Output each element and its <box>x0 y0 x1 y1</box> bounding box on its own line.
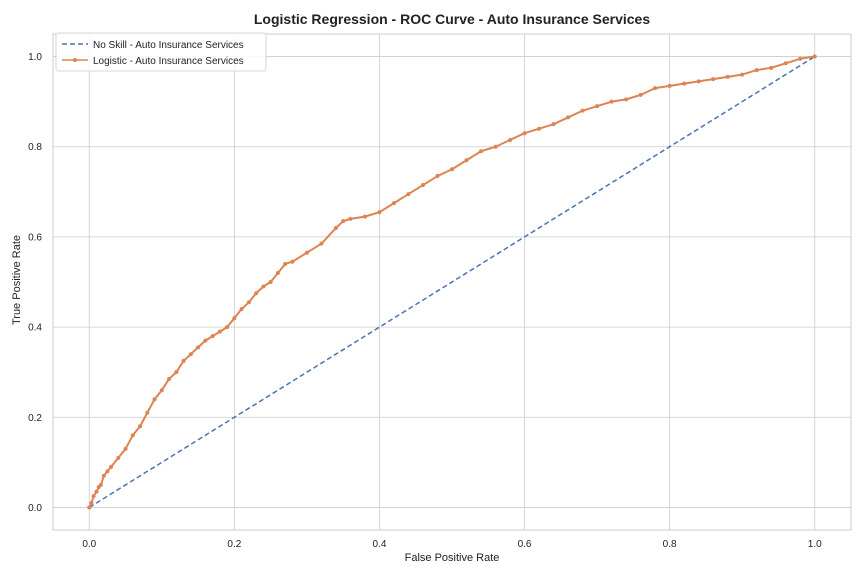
logistic-roc-point <box>348 216 353 221</box>
x-tick-label: 0.0 <box>82 539 96 550</box>
series-layer <box>87 54 817 510</box>
logistic-roc-point <box>420 183 425 188</box>
x-tick-label: 1.0 <box>808 539 822 550</box>
y-tick-label: 0.0 <box>28 503 42 514</box>
logistic-roc-point <box>290 259 295 264</box>
x-tick-label: 0.2 <box>227 539 241 550</box>
y-tick-label: 0.2 <box>28 413 42 424</box>
logistic-roc-point <box>152 397 157 402</box>
logistic-roc-point <box>188 352 193 357</box>
logistic-roc-point <box>362 214 367 219</box>
logistic-roc-point <box>181 358 186 363</box>
logistic-roc-point <box>769 65 774 70</box>
y-tick-label: 0.6 <box>28 232 42 243</box>
logistic-roc-point <box>696 79 701 84</box>
logistic-roc-point <box>145 410 150 415</box>
logistic-roc-point <box>435 174 440 179</box>
logistic-roc-point <box>196 345 201 350</box>
logistic-roc-point <box>580 108 585 113</box>
logistic-roc-point <box>479 149 484 154</box>
logistic-roc-point <box>268 280 273 284</box>
legend-label-logistic: Logistic - Auto Insurance Services <box>93 56 244 67</box>
logistic-roc-point <box>94 489 99 494</box>
logistic-roc-point <box>682 81 687 86</box>
logistic-roc-point <box>87 505 92 510</box>
logistic-roc-point <box>566 115 571 120</box>
x-axis-label: False Positive Rate <box>405 552 500 564</box>
logistic-roc-point <box>551 122 556 127</box>
logistic-roc-point <box>138 424 143 429</box>
x-tick-label: 0.4 <box>373 539 387 550</box>
logistic-roc-point <box>711 77 716 82</box>
logistic-roc-point <box>275 270 280 275</box>
logistic-roc-point <box>261 284 266 289</box>
logistic-roc-point <box>798 56 803 61</box>
logistic-roc-point <box>537 126 542 131</box>
tick-labels: 0.0 0.2 0.4 0.6 0.8 1.0 0.0 0.2 0.4 0.6 0.8 1.0 <box>28 52 822 550</box>
logistic-roc-point <box>812 54 817 59</box>
logistic-roc-point <box>464 158 469 163</box>
logistic-roc-point <box>391 201 396 206</box>
x-tick-label: 0.6 <box>518 539 532 550</box>
logistic-roc-point <box>377 210 382 215</box>
y-axis-label: True Positive Rate <box>11 235 23 325</box>
logistic-roc-point <box>210 334 215 339</box>
logistic-roc-point <box>341 219 346 224</box>
logistic-roc-point <box>304 250 309 255</box>
logistic-roc-point <box>203 338 208 343</box>
logistic-roc-point <box>783 61 788 66</box>
logistic-roc-point <box>254 291 259 296</box>
logistic-roc-point <box>283 261 288 266</box>
logistic-roc-point <box>174 370 179 375</box>
logistic-roc-point <box>406 192 411 197</box>
logistic-roc-point <box>667 83 672 88</box>
logistic-roc-point <box>167 376 172 381</box>
logistic-roc-point <box>333 225 338 230</box>
logistic-roc-point <box>159 388 164 393</box>
x-tick-label: 0.8 <box>663 539 677 550</box>
legend-label-no-skill: No Skill - Auto Insurance Services <box>93 40 244 51</box>
logistic-roc-point <box>239 307 244 312</box>
legend-marker-logistic <box>73 58 77 62</box>
logistic-roc-point <box>653 86 658 91</box>
chart-title: Logistic Regression - ROC Curve - Auto I… <box>254 11 650 27</box>
logistic-roc-point <box>91 494 96 499</box>
legend: No Skill - Auto Insurance Services Logis… <box>55 32 267 72</box>
logistic-roc-point <box>101 473 106 478</box>
logistic-roc-point <box>595 104 600 109</box>
logistic-roc-point <box>116 455 121 460</box>
logistic-roc-point <box>638 92 643 97</box>
y-tick-label: 0.4 <box>28 323 42 334</box>
logistic-roc-point <box>123 446 128 451</box>
logistic-roc-point <box>319 241 324 246</box>
no-skill-line <box>88 55 816 509</box>
logistic-roc-point <box>130 433 135 438</box>
y-tick-label: 0.8 <box>28 142 42 153</box>
logistic-roc-point <box>98 482 103 487</box>
logistic-roc-point <box>624 97 629 102</box>
y-tick-label: 1.0 <box>28 52 42 63</box>
logistic-roc-point <box>493 144 498 149</box>
plot-frame <box>52 33 852 531</box>
logistic-roc-point <box>217 329 222 334</box>
legend-box <box>55 32 267 72</box>
logistic-roc-point <box>246 300 251 305</box>
logistic-roc-point <box>450 167 454 172</box>
logistic-roc-point <box>508 137 513 142</box>
logistic-roc-point <box>225 325 230 330</box>
logistic-roc-point <box>89 500 94 505</box>
logistic-roc-point <box>609 99 614 104</box>
logistic-roc-point <box>522 131 527 136</box>
logistic-roc-point <box>740 72 745 77</box>
logistic-roc-point <box>232 316 237 321</box>
logistic-roc-point <box>754 68 759 73</box>
logistic-roc-point <box>109 464 114 469</box>
logistic-roc-point <box>105 469 110 474</box>
logistic-roc-point <box>725 74 730 79</box>
